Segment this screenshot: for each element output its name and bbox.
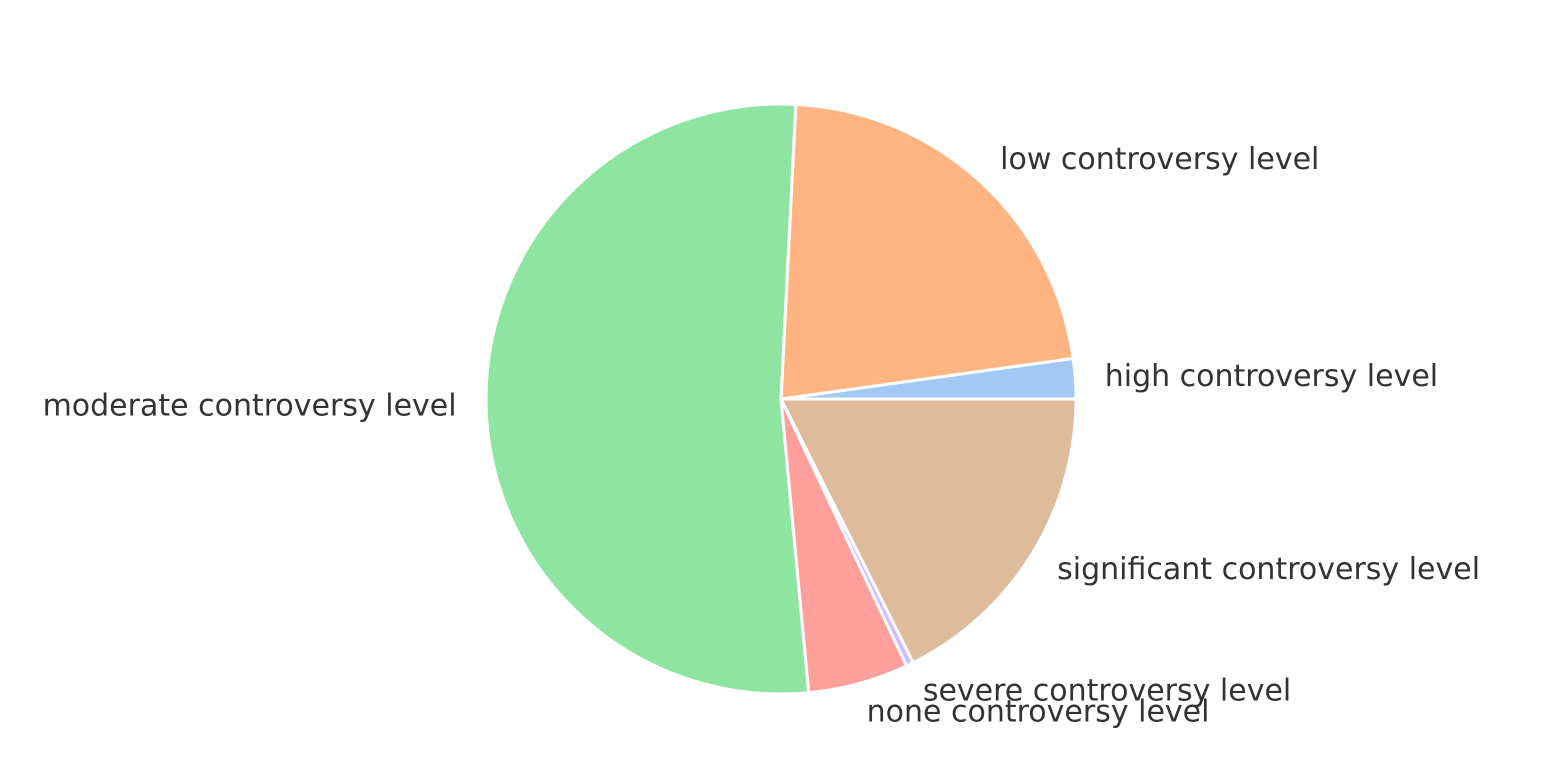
pie-slices bbox=[484, 102, 1078, 696]
pie-slice-significant-controversy-level bbox=[779, 397, 1078, 665]
pie-labels: high controversy level low controversy le… bbox=[43, 142, 1480, 729]
pie-label-low-controversy-level: low controversy level bbox=[1000, 142, 1319, 177]
pie-label-moderate-controversy-level: moderate controversy level bbox=[43, 389, 457, 424]
pie-label-none-controversy-level: none controversy level bbox=[867, 695, 1210, 730]
pie-slice-moderate-controversy-level bbox=[484, 102, 811, 696]
pie-label-high-controversy-level: high controversy level bbox=[1105, 359, 1438, 394]
pie-label-severe-controversy-level: severe controversy level bbox=[923, 673, 1291, 708]
pie-slice-low-controversy-level bbox=[779, 102, 1075, 401]
pie-label-significant-controversy-level: significant controversy level bbox=[1057, 552, 1480, 587]
